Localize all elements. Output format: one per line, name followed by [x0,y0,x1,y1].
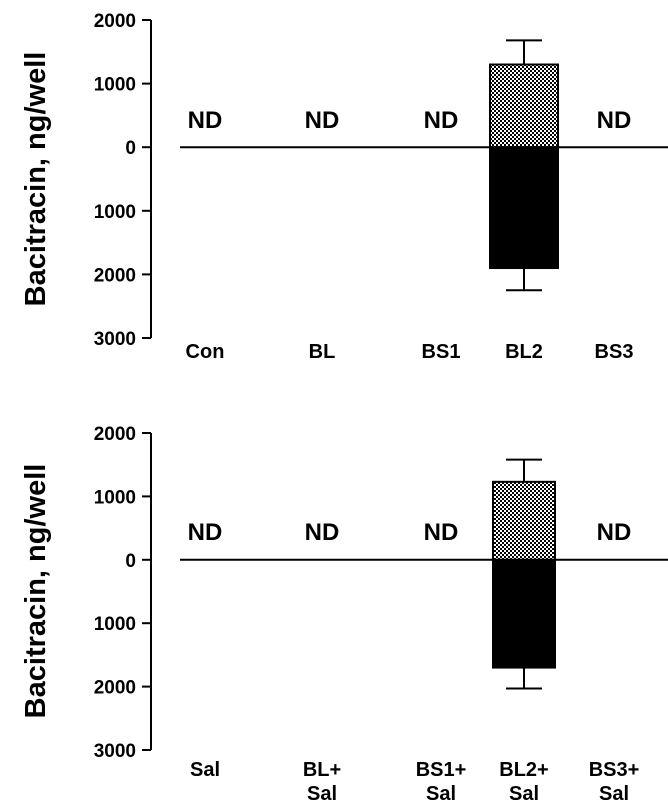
y-tick-label: 2000 [94,424,136,445]
y-tick-label: 1000 [94,487,136,508]
y-tick-label: 3000 [94,329,136,350]
category-label: BL2 [505,341,543,363]
nd-label: ND [305,107,340,134]
y-tick-label: 1000 [94,75,136,96]
category-label: BL2+ Sal [499,759,548,805]
category-label: BL+ Sal [303,759,341,805]
bar-negative [492,558,556,669]
bar-negative [489,146,559,270]
y-axis-title: Bacitracin, ng/well [20,52,52,307]
y-tick-label: 1000 [94,614,136,635]
nd-label: ND [188,519,223,546]
nd-label: ND [424,519,459,546]
category-label: BS3 [595,341,634,363]
y-tick-label: 0 [125,138,136,159]
y-tick-label: 1000 [94,202,136,223]
nd-label: ND [305,519,340,546]
category-label: BS1+ Sal [416,759,467,805]
category-label: BS3+ Sal [589,759,640,805]
y-tick-label: 0 [125,551,136,572]
bar-positive [492,480,556,561]
chart-2: 2000 1000 0 1000 2000 3000 Bacitracin, ng/well… [20,424,668,805]
y-tick-label: 3000 [94,741,136,762]
y-axis-title: Bacitracin, ng/well [20,464,52,719]
nd-label: ND [188,107,223,134]
category-label: BS1 [422,341,461,363]
y-tick-label: 2000 [94,11,136,32]
nd-label: ND [597,107,632,134]
y-tick-label: 2000 [94,678,136,699]
category-label: Sal [190,759,220,781]
category-label: Con [186,341,225,363]
nd-label: ND [424,107,459,134]
chart-1: 2000 1000 0 1000 2000 3000 Bacitracin, ng/well… [20,11,668,363]
y-tick-label: 2000 [94,265,136,286]
category-label: BL [309,341,336,363]
nd-label: ND [597,519,632,546]
bar-positive [489,63,559,149]
